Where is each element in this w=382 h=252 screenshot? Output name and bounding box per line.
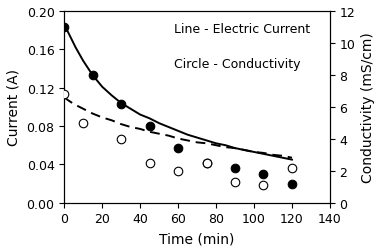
Point (175, 169, 181, 173)
Point (261, 183, 267, 187)
Point (289, 166, 295, 170)
Text: Circle - Conductivity: Circle - Conductivity (175, 58, 301, 71)
Point (90, 74, 96, 78)
Point (261, 172, 267, 176)
Point (204, 161, 210, 165)
Y-axis label: Current (A): Current (A) (7, 69, 21, 146)
Point (289, 182, 295, 186)
Point (204, 161, 210, 165)
Point (147, 161, 153, 165)
Point (232, 166, 238, 170)
Point (61, 93, 67, 97)
Text: Line - Electric Current: Line - Electric Current (175, 23, 311, 36)
Point (147, 124, 153, 129)
Y-axis label: Conductivity (mS/cm): Conductivity (mS/cm) (361, 32, 375, 182)
Point (232, 180, 238, 184)
Point (61, 26, 67, 30)
X-axis label: Time (min): Time (min) (159, 231, 235, 245)
Point (175, 147, 181, 151)
Point (80, 121, 86, 125)
Point (118, 102, 124, 106)
Point (118, 137, 124, 141)
